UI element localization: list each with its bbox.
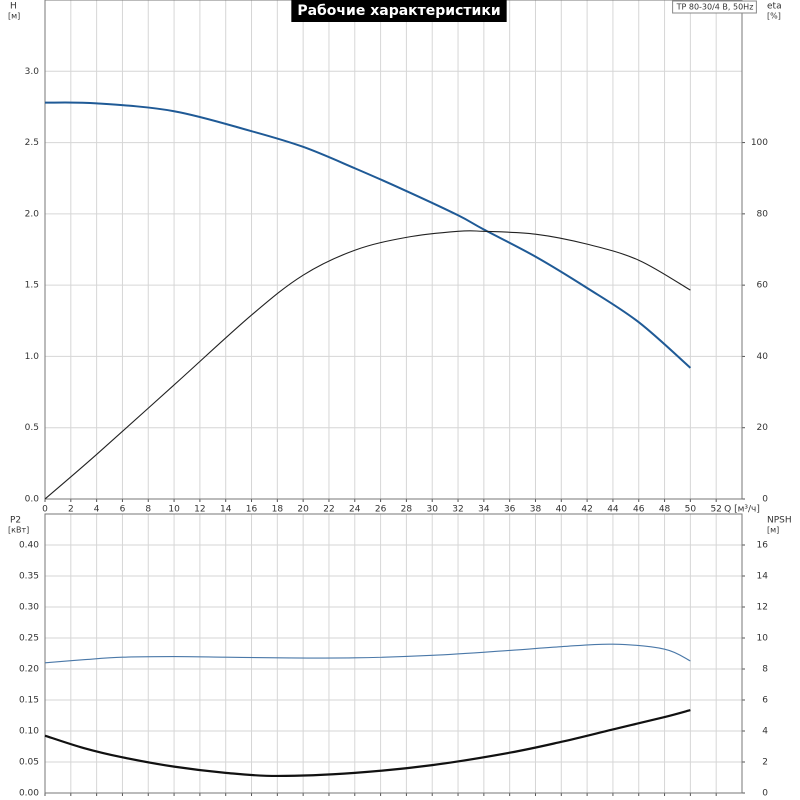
plot-frame — [44, 513, 743, 794]
series-line — [44, 230, 691, 500]
x-tick-label: 44 — [607, 505, 619, 515]
y2-axis-label: eta — [767, 2, 782, 12]
x-axis-label: Q [м³/ч] — [724, 505, 760, 515]
x-tick-label: 16 — [246, 505, 258, 515]
y2-axis-unit: [м] — [767, 526, 779, 535]
x-tick-label: 4 — [94, 505, 100, 515]
y-tick-label: 0.35 — [19, 572, 39, 582]
y2-tick-label: 0 — [762, 789, 768, 799]
x-tick-label: 40 — [556, 505, 568, 515]
y-axis-label: P2 — [10, 516, 21, 526]
y-tick-label: 1.0 — [25, 352, 40, 362]
y-tick-label: 0.20 — [19, 665, 39, 675]
y-axis-label: H — [10, 2, 17, 12]
title-background — [291, 0, 507, 22]
y-tick-label: 2.0 — [25, 209, 40, 219]
y2-tick-label: 80 — [757, 209, 769, 219]
x-tick-label: 0 — [42, 505, 48, 515]
series-line — [44, 101, 692, 369]
y2-tick-label: 0 — [762, 495, 768, 505]
y-tick-label: 0.40 — [19, 541, 39, 551]
x-tick-label: 42 — [581, 505, 592, 515]
plot-frame — [44, 0, 743, 500]
series-line — [44, 709, 691, 778]
y-tick-label: 2.5 — [25, 138, 39, 148]
y2-axis-label: NPSH — [767, 516, 792, 526]
x-tick-label: 2 — [68, 505, 74, 515]
y2-tick-label: 6 — [762, 696, 768, 706]
y-tick-label: 0.00 — [19, 789, 39, 799]
y-tick-label: 0.05 — [19, 758, 39, 768]
chart-title: Рабочие характеристики — [297, 3, 500, 19]
x-tick-label: 14 — [220, 505, 232, 515]
x-tick-label: 36 — [504, 505, 516, 515]
y2-tick-label: 10 — [757, 634, 769, 644]
series-line — [44, 643, 691, 664]
y2-tick-label: 2 — [762, 758, 768, 768]
y-tick-label: 0.15 — [19, 696, 39, 706]
y-tick-label: 0.10 — [19, 727, 39, 737]
y-tick-label: 3.0 — [25, 67, 40, 77]
x-tick-label: 34 — [478, 505, 490, 515]
x-tick-label: 28 — [401, 505, 413, 515]
x-tick-label: 50 — [685, 505, 697, 515]
model-box — [672, 0, 757, 14]
y2-tick-label: 14 — [757, 572, 769, 582]
y2-tick-label: 40 — [757, 352, 769, 362]
x-tick-label: 8 — [145, 505, 151, 515]
x-tick-label: 22 — [323, 505, 334, 515]
y2-tick-label: 8 — [762, 665, 768, 675]
x-tick-label: 20 — [297, 505, 309, 515]
y2-tick-label: 12 — [757, 603, 768, 613]
y-axis-unit: [кВт] — [8, 526, 29, 535]
x-tick-label: 52 — [710, 505, 721, 515]
x-tick-label: 48 — [659, 505, 671, 515]
x-tick-label: 24 — [349, 505, 361, 515]
y-axis-unit: [м] — [8, 12, 20, 21]
x-tick-label: 6 — [120, 505, 126, 515]
y-tick-label: 0.30 — [19, 603, 39, 613]
y-tick-label: 0.0 — [25, 495, 40, 505]
y2-tick-label: 60 — [757, 281, 769, 291]
y2-tick-label: 4 — [762, 727, 768, 737]
x-tick-label: 32 — [452, 505, 463, 515]
x-tick-label: 46 — [633, 505, 645, 515]
x-tick-label: 38 — [530, 505, 542, 515]
y2-tick-label: 100 — [751, 138, 768, 148]
y-tick-label: 0.5 — [25, 423, 39, 433]
x-tick-label: 30 — [426, 505, 438, 515]
y2-tick-label: 16 — [757, 541, 769, 551]
x-tick-label: 12 — [194, 505, 205, 515]
x-tick-label: 18 — [272, 505, 284, 515]
x-tick-label: 26 — [375, 505, 387, 515]
y-tick-label: 0.25 — [19, 634, 39, 644]
model-label: TP 80-30/4 B, 50Hz — [676, 3, 754, 12]
x-tick-label: 10 — [168, 505, 180, 515]
y2-tick-label: 20 — [757, 423, 769, 433]
y-tick-label: 1.5 — [25, 281, 39, 291]
y2-axis-unit: [%] — [767, 12, 781, 21]
